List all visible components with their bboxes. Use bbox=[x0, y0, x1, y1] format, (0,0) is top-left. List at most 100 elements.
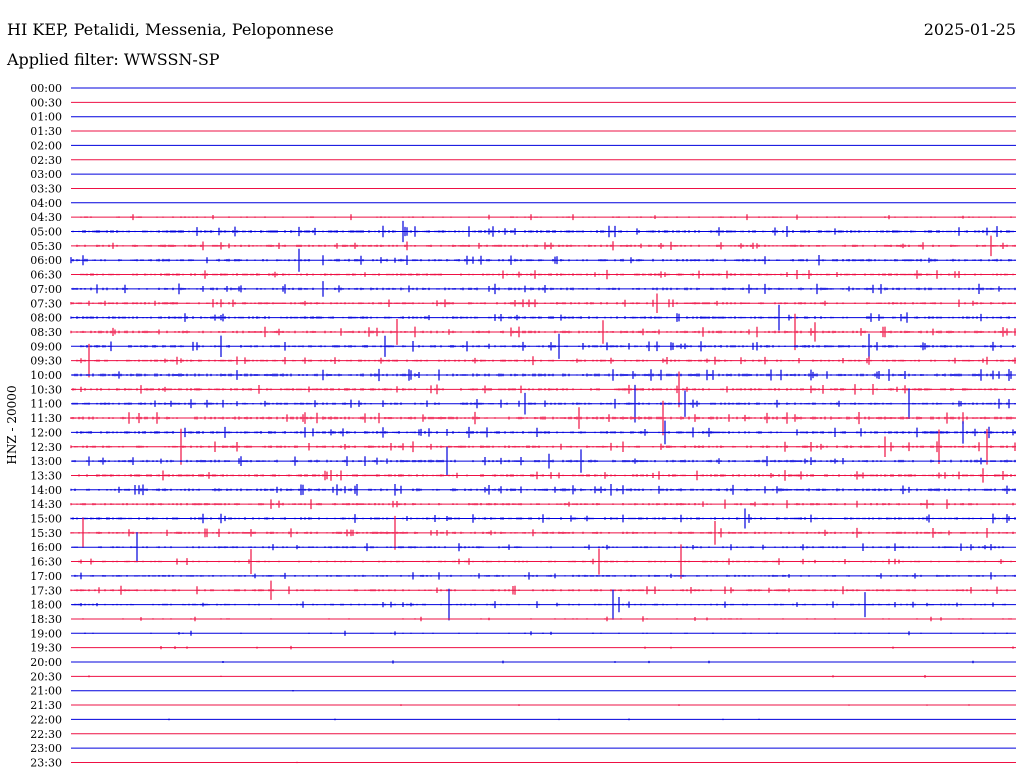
trace-row: 18:30 bbox=[30, 613, 1016, 626]
time-tick-label: 00:30 bbox=[30, 96, 62, 109]
time-tick-label: 20:30 bbox=[30, 670, 62, 683]
trace-row: 10:00 bbox=[30, 368, 1016, 382]
filter-prefix: Applied filter: bbox=[7, 50, 119, 69]
trace-row: 07:30 bbox=[30, 293, 1016, 313]
trace-row: 00:30 bbox=[30, 96, 1016, 109]
time-tick-label: 21:00 bbox=[30, 685, 62, 698]
trace-waveform bbox=[76, 235, 1016, 257]
trace-waveform bbox=[72, 281, 1016, 297]
trace-row: 23:00 bbox=[30, 742, 1016, 755]
trace-row: 06:00 bbox=[30, 248, 1016, 272]
trace-row: 09:00 bbox=[30, 333, 1016, 359]
trace-waveform bbox=[80, 214, 1012, 221]
time-tick-label: 05:00 bbox=[30, 226, 62, 239]
trace-row: 20:00 bbox=[30, 656, 1016, 669]
station-title: HI KEP, Petalidi, Messenia, Peloponnese bbox=[7, 20, 334, 39]
time-tick-label: 23:30 bbox=[30, 756, 62, 769]
trace-row: 16:00 bbox=[30, 532, 1016, 563]
time-tick-label: 11:30 bbox=[30, 412, 62, 425]
time-tick-label: 01:30 bbox=[30, 125, 62, 138]
trace-row: 13:00 bbox=[30, 446, 1016, 476]
time-tick-label: 04:30 bbox=[30, 211, 62, 224]
trace-row: 17:00 bbox=[30, 570, 1016, 583]
trace-waveform bbox=[72, 384, 1016, 423]
time-tick-label: 02:00 bbox=[30, 139, 62, 152]
time-tick-label: 19:30 bbox=[30, 642, 62, 655]
trace-row: 22:00 bbox=[30, 713, 1016, 726]
trace-waveform bbox=[70, 400, 1016, 436]
time-tick-label: 16:00 bbox=[30, 541, 62, 554]
time-tick-label: 13:30 bbox=[30, 469, 62, 482]
trace-row: 11:30 bbox=[30, 400, 1016, 436]
time-tick-label: 14:30 bbox=[30, 498, 62, 511]
trace-row: 02:30 bbox=[30, 154, 1016, 167]
trace-row: 00:00 bbox=[30, 82, 1016, 95]
trace-waveform bbox=[70, 313, 1016, 351]
time-tick-label: 07:00 bbox=[30, 283, 62, 296]
trace-row: 12:30 bbox=[30, 428, 1016, 465]
trace-waveform bbox=[70, 248, 1016, 272]
time-tick-label: 17:30 bbox=[30, 584, 62, 597]
filter-name: WWSSN-SP bbox=[123, 50, 220, 69]
time-tick-label: 12:30 bbox=[30, 441, 62, 454]
trace-waveform bbox=[88, 675, 926, 678]
trace-waveform bbox=[222, 660, 974, 664]
time-tick-label: 01:00 bbox=[30, 111, 62, 124]
time-tick-label: 17:00 bbox=[30, 570, 62, 583]
time-tick-label: 21:30 bbox=[30, 699, 62, 712]
time-tick-label: 13:00 bbox=[30, 455, 62, 468]
trace-row: 13:30 bbox=[30, 468, 1016, 483]
trace-row: 16:30 bbox=[30, 544, 1016, 579]
time-tick-label: 18:00 bbox=[30, 599, 62, 612]
time-tick-label: 00:00 bbox=[30, 82, 62, 95]
time-tick-label: 15:00 bbox=[30, 513, 62, 526]
trace-waveform bbox=[78, 544, 1012, 579]
trace-row: 06:30 bbox=[30, 269, 1016, 282]
trace-waveform bbox=[80, 333, 1014, 359]
trace-waveform bbox=[70, 580, 1016, 600]
trace-waveform bbox=[72, 588, 1006, 621]
trace-row: 08:00 bbox=[30, 304, 1016, 331]
trace-row: 10:30 bbox=[30, 371, 1016, 408]
time-tick-label: 10:30 bbox=[30, 383, 62, 396]
trace-row: 01:00 bbox=[30, 111, 1016, 124]
trace-row: 17:30 bbox=[30, 580, 1016, 600]
time-tick-label: 09:00 bbox=[30, 340, 62, 353]
time-tick-label: 08:30 bbox=[30, 326, 62, 339]
time-tick-label: 12:00 bbox=[30, 426, 62, 439]
time-tick-label: 07:30 bbox=[30, 297, 62, 310]
time-tick-label: 23:00 bbox=[30, 742, 62, 755]
trace-row: 21:00 bbox=[30, 685, 1016, 698]
plot-date: 2025-01-25 bbox=[923, 20, 1016, 39]
trace-row: 05:00 bbox=[30, 220, 1016, 243]
trace-waveform bbox=[400, 704, 970, 706]
trace-row: 11:00 bbox=[30, 384, 1016, 423]
time-tick-label: 16:30 bbox=[30, 556, 62, 569]
trace-waveform bbox=[72, 446, 1016, 476]
trace-waveform bbox=[72, 220, 1014, 243]
trace-row: 12:00 bbox=[30, 420, 1016, 445]
time-tick-label: 14:00 bbox=[30, 484, 62, 497]
trace-row: 15:30 bbox=[30, 515, 1016, 550]
trace-waveform bbox=[76, 343, 1016, 378]
time-tick-label: 04:00 bbox=[30, 197, 62, 210]
time-tick-label: 19:00 bbox=[30, 627, 62, 640]
trace-row: 01:30 bbox=[30, 125, 1016, 138]
trace-waveform bbox=[70, 508, 1016, 529]
time-tick-label: 18:30 bbox=[30, 613, 62, 626]
time-tick-label: 15:30 bbox=[30, 527, 62, 540]
trace-row: 04:00 bbox=[30, 197, 1016, 210]
trace-row: 19:00 bbox=[30, 627, 1016, 640]
trace-row: 02:00 bbox=[30, 139, 1016, 152]
trace-waveform bbox=[72, 368, 1012, 382]
time-tick-label: 05:30 bbox=[30, 240, 62, 253]
trace-waveform bbox=[82, 616, 1012, 622]
trace-waveform bbox=[70, 428, 1016, 465]
filter-line: Applied filter: WWSSN-SP bbox=[7, 50, 220, 69]
trace-waveform bbox=[160, 645, 1014, 650]
trace-row: 04:30 bbox=[30, 211, 1016, 224]
trace-row: 03:30 bbox=[30, 182, 1016, 195]
trace-row: 15:00 bbox=[30, 508, 1016, 529]
time-tick-label: 11:00 bbox=[30, 398, 62, 411]
time-tick-label: 09:30 bbox=[30, 355, 62, 368]
